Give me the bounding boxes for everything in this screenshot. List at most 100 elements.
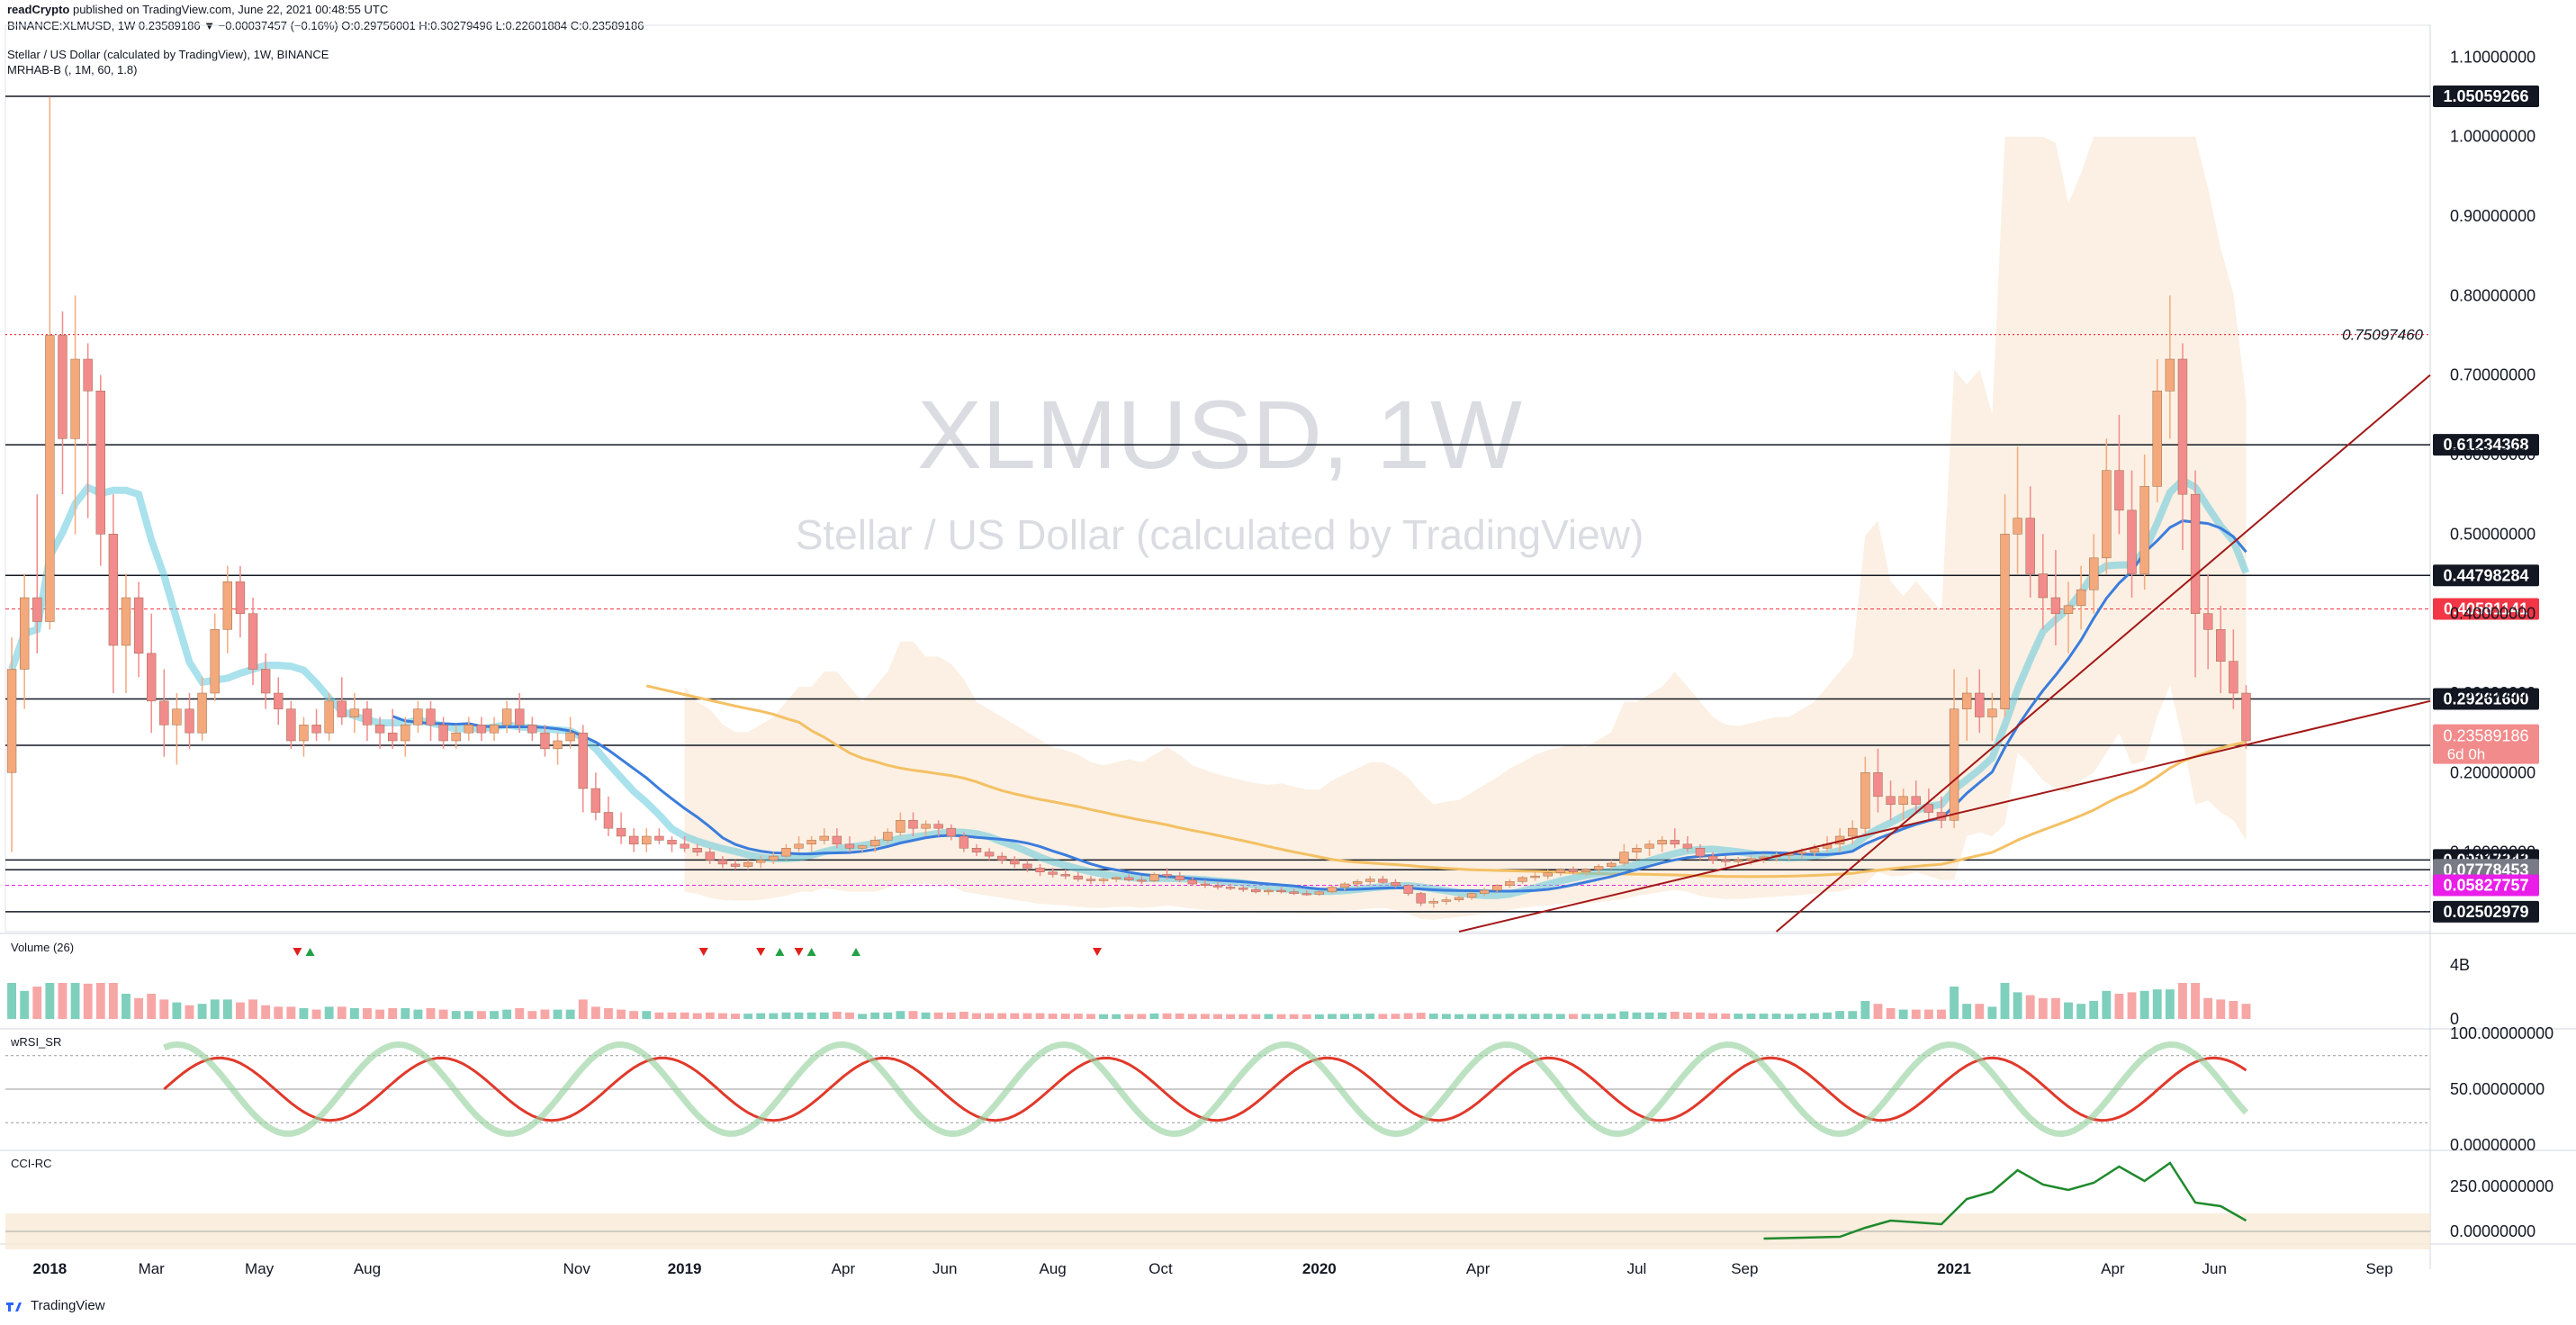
- volume-bar: [83, 983, 93, 1019]
- volume-bar: [172, 1002, 182, 1019]
- level-tag-label: 0.29261600: [2443, 690, 2528, 708]
- volume-bar: [1721, 1013, 1731, 1019]
- candle-body: [95, 391, 105, 535]
- candle-body: [1175, 875, 1184, 880]
- volume-signal-down-icon: [698, 948, 708, 956]
- candle-body: [2127, 509, 2137, 574]
- volume-bar: [1670, 1012, 1680, 1019]
- candle-body: [32, 597, 42, 622]
- volume-bar: [896, 1011, 905, 1019]
- volume-bar: [717, 1013, 727, 1019]
- candle-body: [1873, 772, 1883, 798]
- volume-bar: [654, 1012, 664, 1019]
- last-price-value: 0.23589186: [2443, 727, 2528, 745]
- watermark-name: Stellar / US Dollar (calculated by Tradi…: [796, 511, 1644, 558]
- candle-body: [489, 725, 500, 734]
- candle-body: [1797, 852, 1807, 854]
- candle-body: [628, 835, 639, 845]
- volume-bar: [1746, 1014, 1756, 1019]
- time-tick-label: Jun: [932, 1260, 957, 1277]
- volume-bar: [858, 1014, 868, 1019]
- price-tick-label: 0.90000000: [2450, 207, 2535, 225]
- candle-body: [451, 732, 461, 742]
- candle-body: [1682, 843, 1693, 849]
- candle-body: [2229, 661, 2238, 694]
- candle-body: [1314, 891, 1325, 895]
- candle-body: [1593, 866, 1604, 870]
- candle-body: [2202, 613, 2213, 630]
- candle-body: [349, 708, 360, 717]
- volume-bar: [1975, 1004, 1985, 1019]
- candle-body: [1721, 860, 1731, 862]
- volume-signal-down-icon: [756, 948, 766, 956]
- candle-body: [1339, 883, 1350, 888]
- candle-body: [654, 835, 664, 841]
- volume-bar: [1759, 1014, 1769, 1019]
- candle-body: [705, 852, 715, 861]
- cci-tick-label: 250.00000000: [2450, 1177, 2553, 1195]
- volume-bar: [565, 1009, 575, 1019]
- time-tick-label: Apr: [832, 1260, 856, 1277]
- candle-body: [1848, 827, 1858, 837]
- level-tag: [2433, 874, 2539, 897]
- candle-body: [1505, 881, 1515, 887]
- volume-bar: [159, 999, 169, 1019]
- candle-body: [1365, 879, 1375, 882]
- volume-bar: [604, 1008, 613, 1019]
- rsi-tick-label: 50.00000000: [2450, 1080, 2544, 1098]
- candle-body: [896, 820, 905, 833]
- candle-body: [769, 855, 779, 861]
- volume-bar: [476, 1011, 486, 1019]
- volume-bar: [1124, 1014, 1134, 1019]
- volume-bar: [95, 983, 105, 1019]
- volume-bar: [617, 1009, 626, 1019]
- volume-bar: [1175, 1013, 1184, 1019]
- candle-body: [248, 613, 258, 670]
- chart-canvas[interactable]: XLMUSD, 1W Stellar / US Dollar (calculat…: [0, 0, 2576, 1296]
- volume-bar: [1302, 1014, 1311, 1019]
- candle-body: [1428, 901, 1438, 904]
- volume-bar: [2050, 997, 2060, 1019]
- volume-bar: [134, 997, 144, 1019]
- volume-bar: [222, 999, 232, 1019]
- level-tag: [2433, 900, 2539, 923]
- volume-bar: [20, 990, 30, 1019]
- candle-body: [2102, 470, 2112, 559]
- candle-body: [1085, 879, 1096, 881]
- candle-body: [1632, 848, 1642, 852]
- level-tag: [2433, 564, 2539, 587]
- candle-body: [680, 843, 689, 849]
- candle-body: [2177, 358, 2188, 495]
- price-tick-label: 1.10000000: [2450, 48, 2535, 66]
- candle-body: [413, 708, 423, 726]
- candle-body: [1860, 772, 1870, 829]
- candle-body: [1378, 879, 1388, 883]
- volume-bar: [870, 1012, 880, 1019]
- publisher-name[interactable]: readCrypto: [7, 3, 70, 16]
- volume-bar: [1378, 1014, 1388, 1019]
- volume-bar: [1784, 1014, 1794, 1019]
- volume-bar: [1441, 1014, 1451, 1019]
- time-tick-label: Jul: [1627, 1260, 1647, 1277]
- candle-body: [1048, 871, 1058, 875]
- volume-bar: [1607, 1014, 1617, 1019]
- level-tag: [2433, 434, 2539, 456]
- candle-body: [1454, 897, 1464, 900]
- candle-body: [933, 824, 943, 829]
- volume-bar: [1035, 1013, 1045, 1019]
- candle-body: [1949, 708, 1959, 821]
- volume-bar: [2216, 999, 2226, 1019]
- volume-bar: [781, 1012, 791, 1019]
- footer-brand[interactable]: TradingView: [5, 1298, 105, 1313]
- volume-bar: [2229, 1001, 2238, 1019]
- volume-bar: [946, 1012, 956, 1019]
- candle-body: [2190, 493, 2201, 614]
- candle-body: [553, 740, 563, 750]
- candle-body: [1581, 869, 1591, 872]
- volume-bar: [806, 1012, 816, 1019]
- volume-bar: [1403, 1013, 1413, 1019]
- volume-bar: [401, 1008, 410, 1019]
- level-tag-label: 0.44798284: [2443, 566, 2528, 584]
- volume-bar: [1923, 1009, 1933, 1019]
- volume-bar: [58, 983, 68, 1019]
